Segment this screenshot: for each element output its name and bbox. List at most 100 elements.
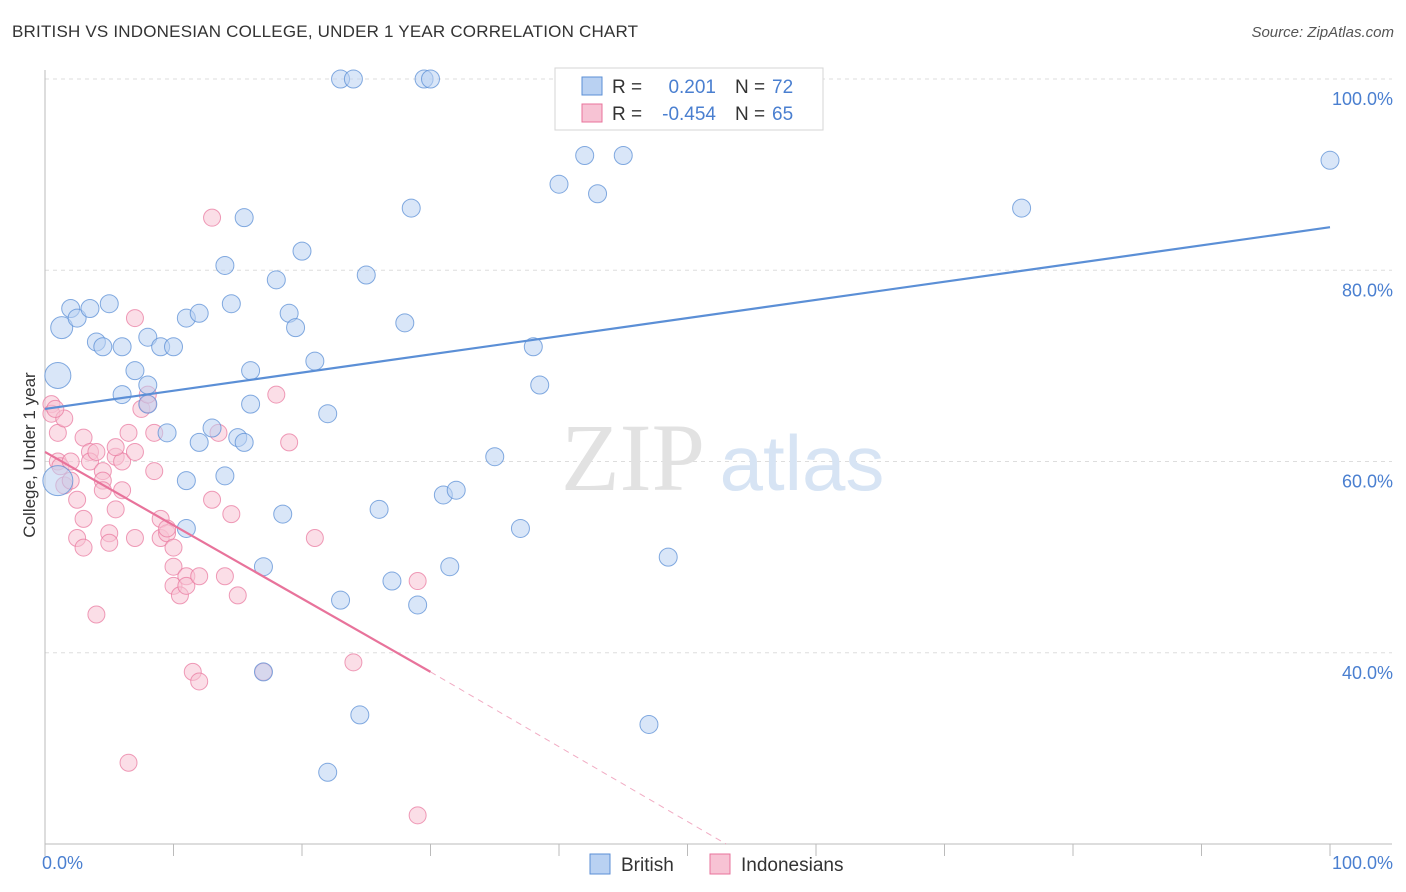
axes xyxy=(44,70,1392,856)
indonesian-point xyxy=(222,505,241,524)
british-point xyxy=(80,299,100,318)
legend-british-n-value: 72 xyxy=(772,77,793,98)
indonesian-point xyxy=(87,442,106,461)
british-point xyxy=(99,294,119,314)
british-point xyxy=(485,447,505,467)
british-point xyxy=(157,423,177,443)
chart-title: BRITISH VS INDONESIAN COLLEGE, UNDER 1 Y… xyxy=(12,22,639,41)
british-point xyxy=(202,418,222,438)
british-point xyxy=(266,270,286,290)
british-point xyxy=(1320,150,1340,170)
british-point xyxy=(286,318,306,338)
british-point xyxy=(215,255,235,275)
british-point xyxy=(639,714,659,734)
grid-lines xyxy=(45,78,1392,654)
british-point xyxy=(369,499,389,519)
legend-indonesian-n-label: N = xyxy=(735,104,765,125)
british-point xyxy=(401,198,421,218)
legend-british-r-value: 0.201 xyxy=(668,77,716,98)
indonesian-point xyxy=(177,576,196,595)
indonesian-point xyxy=(408,572,427,591)
indonesian-point xyxy=(408,806,427,825)
indonesian-point xyxy=(106,438,125,457)
y-tick-label: 80.0% xyxy=(1342,280,1393,300)
british-point xyxy=(273,504,293,524)
british-point xyxy=(234,432,254,452)
british-point xyxy=(112,385,132,405)
indonesian-point xyxy=(190,567,209,586)
british-point xyxy=(523,337,543,357)
indonesian-point xyxy=(215,567,234,586)
x-tick-label: 0.0% xyxy=(42,853,83,873)
indonesian-point xyxy=(125,442,144,461)
british-point xyxy=(350,705,370,725)
british-point xyxy=(189,432,209,452)
british-point xyxy=(613,146,633,165)
legend-indonesian-key xyxy=(709,853,731,875)
legend-british-n-label: N = xyxy=(735,77,765,98)
indonesian-point xyxy=(74,538,93,557)
legend-indonesian-r-value: -0.454 xyxy=(662,104,716,125)
british-point xyxy=(318,762,338,782)
british-point xyxy=(549,174,569,194)
british-point xyxy=(44,361,72,389)
indonesian-point xyxy=(87,605,106,624)
legend-british-label: British xyxy=(621,855,674,876)
chart-source: Source: ZipAtlas.com xyxy=(1251,24,1394,41)
indonesian-point xyxy=(106,500,125,519)
british-point xyxy=(138,394,158,414)
indonesian-trend-line xyxy=(44,450,432,673)
indonesian-point xyxy=(125,309,144,328)
british-point xyxy=(112,337,132,357)
british-point xyxy=(42,465,74,497)
british-point xyxy=(588,184,608,204)
british-point xyxy=(138,375,158,395)
y-tick-label: 40.0% xyxy=(1342,663,1393,683)
indonesian-trend-extension xyxy=(430,671,727,845)
british-point xyxy=(234,208,254,228)
british-point xyxy=(575,146,595,165)
british-point xyxy=(50,316,74,340)
legend-indonesian-swatch xyxy=(581,103,603,123)
british-point xyxy=(658,547,678,567)
indonesian-point xyxy=(74,509,93,528)
british-point xyxy=(530,375,550,395)
indonesian-point xyxy=(305,529,324,547)
british-point xyxy=(440,557,460,577)
trend-lines xyxy=(44,226,1331,845)
british-point xyxy=(318,404,338,424)
indonesian-point xyxy=(100,533,119,552)
british-point xyxy=(138,327,158,347)
indonesian-point xyxy=(125,529,144,547)
watermark-atlas: atlas xyxy=(720,419,885,507)
indonesian-point xyxy=(267,385,286,404)
indonesian-point xyxy=(164,538,183,557)
british-point xyxy=(292,241,312,261)
british-point xyxy=(421,69,440,89)
british-point xyxy=(176,471,196,491)
indonesian-point xyxy=(119,753,138,772)
british-point xyxy=(305,351,325,371)
y-tick-label: 60.0% xyxy=(1342,472,1393,492)
british-point xyxy=(253,662,273,682)
y-axis-label: College, Under 1 year xyxy=(20,372,39,538)
y-tick-labels: 40.0% 60.0% 80.0% 100.0% xyxy=(1332,89,1393,683)
watermark: ZIP atlas xyxy=(561,404,884,511)
x-tick-labels: 0.0% 100.0% xyxy=(42,853,1393,873)
indonesian-point xyxy=(344,653,363,672)
legend-indonesian-label: Indonesians xyxy=(741,855,843,876)
legend-indonesian-r-label: R = xyxy=(612,104,642,125)
watermark-zip: ZIP xyxy=(561,404,705,511)
legend-british-key xyxy=(589,853,611,875)
legend-british-r-label: R = xyxy=(612,77,642,98)
indonesian-point xyxy=(203,208,222,227)
british-point xyxy=(125,361,145,381)
indonesian-point xyxy=(119,423,138,442)
indonesian-point xyxy=(145,462,164,481)
british-point xyxy=(343,69,363,89)
british-point xyxy=(189,303,209,323)
british-point xyxy=(215,466,235,486)
indonesian-point xyxy=(228,586,247,605)
british-point xyxy=(221,294,241,314)
